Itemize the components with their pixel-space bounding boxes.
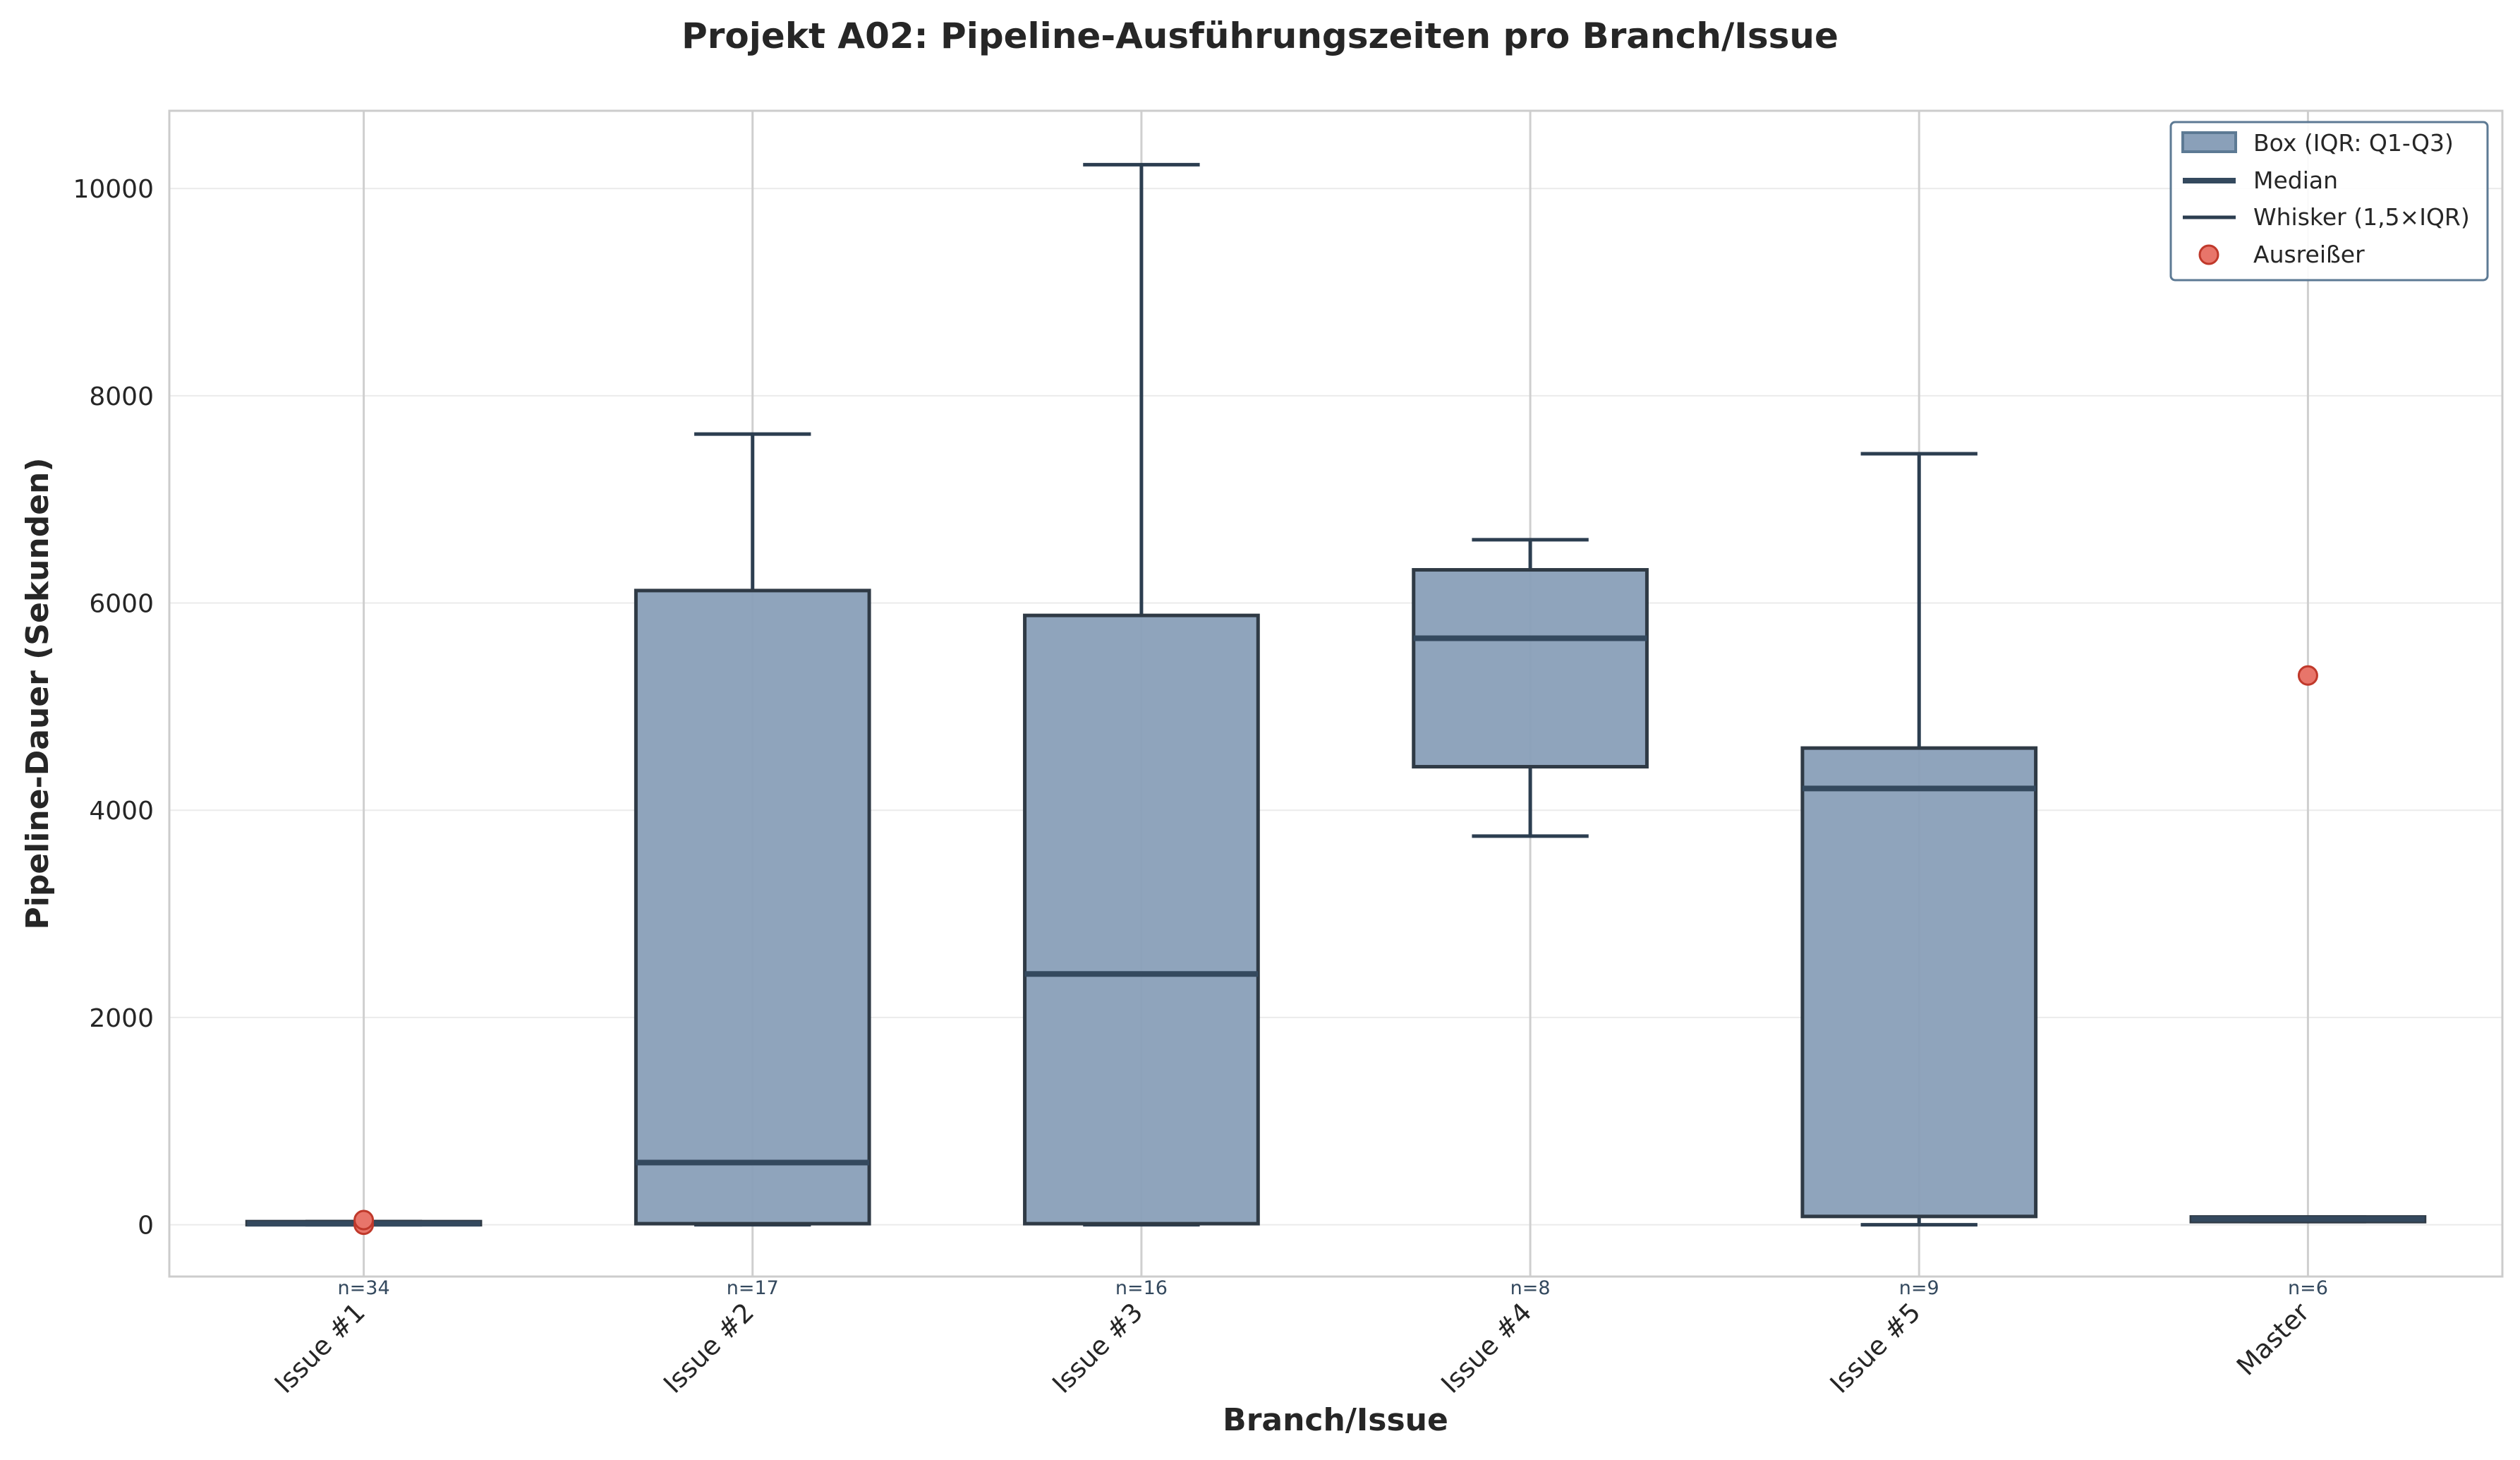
legend-whisker-label: Whisker (1,5×IQR) — [2253, 203, 2470, 231]
y-tick-label: 10000 — [73, 175, 154, 204]
legend-outlier-label: Ausreißer — [2253, 241, 2365, 268]
count-label: n=34 — [338, 1277, 390, 1299]
count-label: n=8 — [1510, 1277, 1551, 1299]
count-label: n=6 — [2288, 1277, 2328, 1299]
y-tick-label: 8000 — [89, 382, 154, 411]
x-tick-label: Issue #5 — [1824, 1297, 1927, 1399]
outlier-point — [353, 1209, 375, 1231]
iqr-box — [634, 589, 871, 1226]
y-tick-label: 0 — [138, 1212, 154, 1241]
y-tick-label: 6000 — [89, 590, 154, 619]
count-label: n=17 — [727, 1277, 779, 1299]
iqr-box — [1800, 746, 2038, 1219]
legend-outlier-swatch — [2198, 244, 2219, 265]
legend-frame — [2169, 121, 2489, 282]
x-tick-label: Issue #3 — [1046, 1297, 1149, 1399]
iqr-box — [1412, 568, 1649, 769]
x-tick-label: Master — [2231, 1296, 2315, 1381]
legend: Box (IQR: Q1-Q3) Median Whisker (1,5×IQR… — [2169, 121, 2489, 282]
x-tick-label: Issue #1 — [269, 1297, 371, 1399]
iqr-box — [1023, 613, 1260, 1226]
y-axis-ticks: 0 2000 4000 6000 8000 10000 — [73, 175, 154, 1240]
legend-box-label: Box (IQR: Q1-Q3) — [2253, 129, 2454, 157]
plot-frame — [168, 109, 2504, 1278]
count-label: n=9 — [1899, 1277, 1939, 1299]
outlier-point — [2297, 665, 2318, 686]
x-axis-label: Branch/Issue — [1223, 1402, 1448, 1438]
chart-title: Projekt A02: Pipeline-Ausführungszeiten … — [682, 16, 1838, 56]
legend-box-swatch — [2181, 131, 2237, 153]
legend-median-label: Median — [2253, 167, 2338, 194]
plot-area — [169, 111, 2502, 1277]
box-series — [245, 162, 2427, 1236]
y-tick-label: 4000 — [89, 797, 154, 826]
y-axis-label: Pipeline-Dauer (Sekunden) — [20, 458, 56, 930]
x-tick-label: Issue #2 — [658, 1297, 760, 1399]
count-label: n=16 — [1115, 1277, 1168, 1299]
grid-lines — [169, 111, 2502, 1277]
x-tick-label: Issue #4 — [1436, 1297, 1538, 1399]
y-tick-label: 2000 — [89, 1004, 154, 1033]
